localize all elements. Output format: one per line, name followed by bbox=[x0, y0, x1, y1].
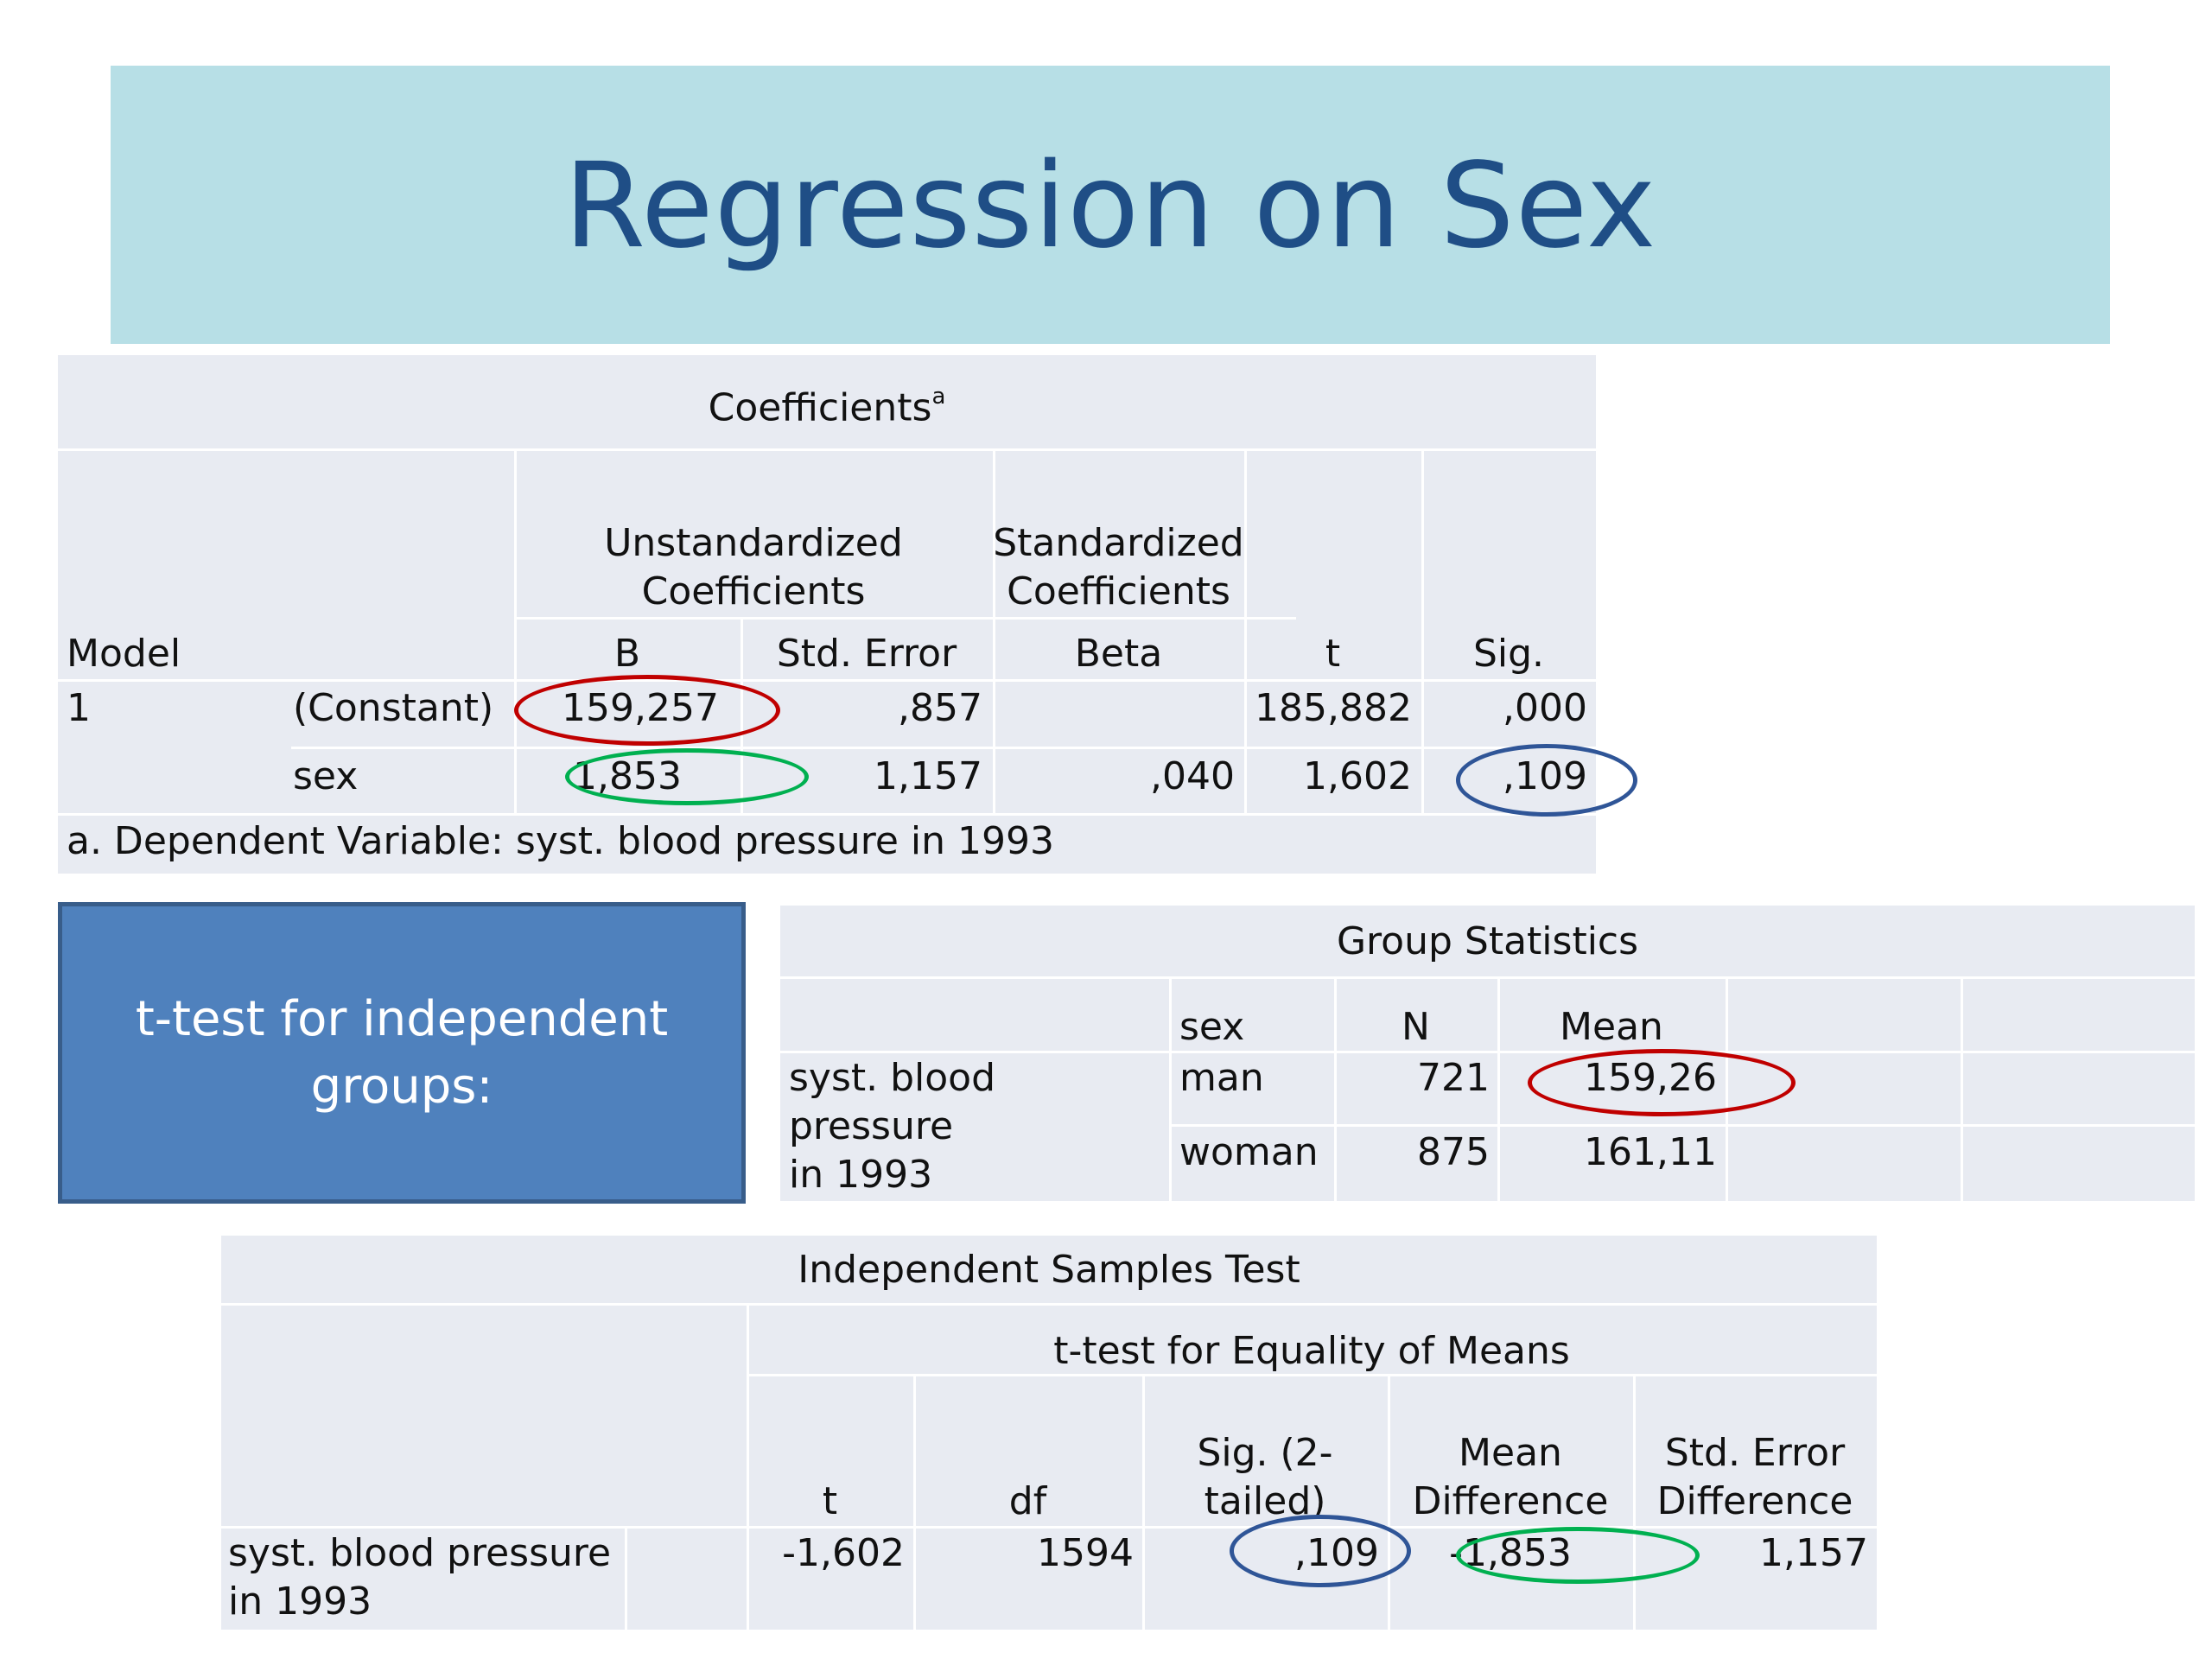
group-statistics-table: Group Statistics sex N Mean syst. blood … bbox=[780, 906, 2195, 1201]
ttest-label-text: t-test for independent groups: bbox=[135, 990, 669, 1115]
group-statistics-title: Group Statistics bbox=[1336, 919, 1639, 963]
header-mean: Mean bbox=[1560, 1005, 1663, 1049]
header-std-error: Std. Error bbox=[776, 632, 957, 676]
grid-line bbox=[625, 1526, 627, 1630]
header-n: N bbox=[1402, 1005, 1430, 1049]
title-banner: Regression on Sex bbox=[111, 66, 2110, 344]
grid-line bbox=[1961, 976, 1963, 1201]
blue-highlight-ring bbox=[1230, 1515, 1411, 1587]
grid-line bbox=[58, 448, 1596, 451]
red-highlight-ring bbox=[514, 675, 780, 746]
slide-title: Regression on Sex bbox=[563, 138, 1657, 275]
row-model: 1 bbox=[67, 686, 91, 730]
row-sex: man bbox=[1179, 1056, 1264, 1100]
grid-line bbox=[1169, 1124, 2195, 1127]
row-term: sex bbox=[293, 754, 359, 798]
header-df: df bbox=[1008, 1479, 1047, 1523]
green-highlight-ring bbox=[1456, 1527, 1700, 1584]
group-variable: syst. blood pressure in 1993 bbox=[789, 1056, 996, 1197]
grid-line bbox=[58, 813, 1596, 816]
grid-line bbox=[291, 747, 1596, 749]
grid-line bbox=[1334, 976, 1337, 1201]
grid-line bbox=[221, 1303, 1877, 1306]
blue-highlight-ring bbox=[1456, 744, 1637, 817]
grid-line bbox=[221, 1526, 1877, 1529]
row-sig: ,000 bbox=[1503, 686, 1587, 730]
independent-samples-title: Independent Samples Test bbox=[798, 1248, 1300, 1292]
grid-line bbox=[58, 679, 1596, 682]
header-unstandardized: Unstandardized Coefficients bbox=[604, 521, 903, 613]
grid-line bbox=[780, 976, 2195, 979]
header-t: t bbox=[822, 1479, 838, 1523]
grid-line bbox=[747, 1303, 749, 1630]
ttest-label-box: t-test for independent groups: bbox=[58, 902, 746, 1204]
row-beta: ,040 bbox=[1150, 754, 1235, 798]
row-std-error-difference: 1,157 bbox=[1759, 1531, 1868, 1575]
row-term: (Constant) bbox=[293, 686, 494, 730]
grid-line bbox=[514, 448, 517, 813]
header-sig-2-tailed: Sig. (2- tailed) bbox=[1197, 1431, 1333, 1523]
independent-variable: syst. blood pressure in 1993 bbox=[228, 1531, 612, 1624]
header-equality-of-means: t-test for Equality of Means bbox=[1053, 1329, 1570, 1373]
row-t: 1,602 bbox=[1303, 754, 1412, 798]
header-sig: Sig. bbox=[1472, 632, 1545, 676]
grid-line bbox=[1421, 448, 1424, 813]
grid-line bbox=[1169, 976, 1172, 1201]
row-n: 875 bbox=[1417, 1130, 1490, 1174]
row-n: 721 bbox=[1417, 1056, 1490, 1100]
green-highlight-ring bbox=[565, 748, 809, 805]
header-sex: sex bbox=[1179, 1005, 1245, 1049]
coefficients-footnote-mark: a bbox=[931, 384, 946, 410]
grid-line bbox=[780, 1051, 2195, 1053]
coefficients-title-text: Coefficients bbox=[708, 385, 932, 430]
grid-line bbox=[913, 1374, 916, 1630]
row-std-error: ,857 bbox=[898, 686, 982, 730]
coefficients-table: Coefficientsa Unstandardized Coefficient… bbox=[58, 355, 1596, 874]
coefficients-footnote: a. Dependent Variable: syst. blood press… bbox=[67, 819, 1054, 863]
grid-line bbox=[747, 1374, 1877, 1376]
row-t: 185,882 bbox=[1255, 686, 1412, 730]
row-df: 1594 bbox=[1037, 1531, 1134, 1575]
header-t: t bbox=[1325, 632, 1341, 676]
coefficients-title: Coefficientsa bbox=[58, 376, 1596, 433]
red-highlight-ring bbox=[1528, 1049, 1796, 1116]
grid-line bbox=[514, 617, 1296, 620]
grid-line bbox=[993, 448, 995, 813]
header-mean-difference: Mean Difference bbox=[1412, 1431, 1609, 1523]
header-beta: Beta bbox=[1074, 632, 1163, 676]
header-b: B bbox=[613, 632, 641, 676]
grid-line bbox=[1388, 1374, 1390, 1630]
header-std-error-difference: Std. Error Difference bbox=[1656, 1431, 1853, 1523]
grid-line bbox=[1497, 976, 1500, 1201]
header-model: Model bbox=[67, 632, 181, 676]
header-standardized: Standardized Coefficients bbox=[993, 521, 1244, 613]
row-t: -1,602 bbox=[782, 1531, 905, 1575]
row-std-error: 1,157 bbox=[874, 754, 982, 798]
grid-line bbox=[1244, 448, 1247, 813]
grid-line bbox=[1142, 1374, 1145, 1630]
row-mean: 161,11 bbox=[1584, 1130, 1717, 1174]
grid-line bbox=[1633, 1374, 1636, 1630]
row-sex: woman bbox=[1179, 1130, 1319, 1174]
